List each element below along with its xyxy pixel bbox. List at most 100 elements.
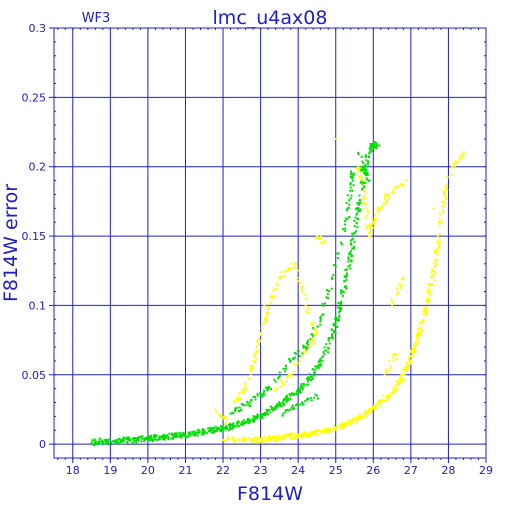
data-point (432, 207, 435, 210)
data-point (255, 350, 258, 353)
data-point (349, 181, 352, 184)
data-point (330, 328, 333, 331)
data-point (351, 189, 354, 192)
data-point (255, 440, 258, 443)
data-point (247, 377, 250, 380)
data-point (360, 168, 363, 171)
data-point (357, 169, 360, 172)
data-point (256, 394, 259, 397)
data-point (348, 251, 351, 254)
data-point (384, 195, 387, 198)
data-point (212, 431, 215, 434)
data-point (337, 319, 340, 322)
data-point (227, 424, 230, 427)
data-point (256, 441, 259, 444)
data-point (392, 392, 395, 395)
data-point (255, 439, 258, 442)
data-point (354, 230, 357, 233)
data-point (436, 235, 439, 238)
data-point (267, 413, 270, 416)
data-point (360, 155, 363, 158)
data-point (349, 264, 352, 267)
data-point (153, 438, 156, 441)
data-point (180, 435, 183, 438)
data-point (108, 438, 111, 441)
data-point (347, 260, 350, 263)
data-point (317, 236, 320, 239)
corner-label: WF3 (82, 11, 111, 26)
data-point (298, 389, 301, 392)
data-point (219, 429, 222, 432)
data-point (349, 242, 352, 245)
data-point (363, 166, 366, 169)
data-point (238, 406, 241, 409)
data-point (350, 259, 353, 262)
data-point (356, 226, 359, 229)
data-point (284, 376, 287, 379)
data-point (301, 286, 304, 289)
data-point (232, 438, 235, 441)
data-points (90, 137, 466, 447)
data-point (301, 352, 304, 355)
data-point (111, 440, 114, 443)
data-point (222, 438, 225, 441)
data-point (271, 296, 274, 299)
data-point (275, 436, 278, 439)
data-point (365, 226, 368, 229)
data-point (428, 298, 431, 301)
data-point (326, 297, 329, 300)
data-point (293, 363, 296, 366)
data-point (416, 336, 419, 339)
data-point (189, 432, 192, 435)
data-point (342, 423, 345, 426)
data-point (415, 338, 418, 341)
data-point (332, 324, 335, 327)
data-point (288, 357, 291, 360)
data-point (375, 147, 378, 150)
data-point (252, 438, 255, 441)
data-point (376, 144, 379, 147)
data-point (262, 321, 265, 324)
data-point (275, 407, 278, 410)
data-point (284, 435, 287, 438)
data-point (359, 201, 362, 204)
data-point (463, 150, 466, 153)
data-point (387, 359, 390, 362)
data-point (396, 185, 399, 188)
data-point (101, 439, 104, 442)
data-point (323, 346, 326, 349)
data-point (437, 244, 440, 247)
data-point (312, 339, 315, 342)
data-point (410, 355, 413, 358)
data-point (140, 440, 143, 443)
data-point (329, 428, 332, 431)
data-point (433, 250, 436, 253)
data-point (375, 407, 378, 410)
data-point (264, 411, 267, 414)
data-point (392, 389, 395, 392)
data-point (260, 327, 263, 330)
data-point (409, 359, 412, 362)
data-point (412, 344, 415, 347)
data-point (266, 410, 269, 413)
data-point (297, 433, 300, 436)
data-point (454, 160, 457, 163)
data-point (131, 441, 134, 444)
data-point (405, 366, 408, 369)
data-point (380, 205, 383, 208)
data-point (400, 283, 403, 286)
data-point (369, 227, 372, 230)
data-point (299, 387, 302, 390)
data-point (248, 437, 251, 440)
data-point (317, 363, 320, 366)
data-point (391, 356, 394, 359)
data-point (291, 437, 294, 440)
data-point (320, 241, 323, 244)
data-point (119, 439, 122, 442)
data-point (183, 434, 186, 437)
data-point (372, 221, 375, 224)
data-point (129, 439, 132, 442)
data-point (365, 177, 368, 180)
data-point (299, 436, 302, 439)
data-point (334, 137, 337, 140)
